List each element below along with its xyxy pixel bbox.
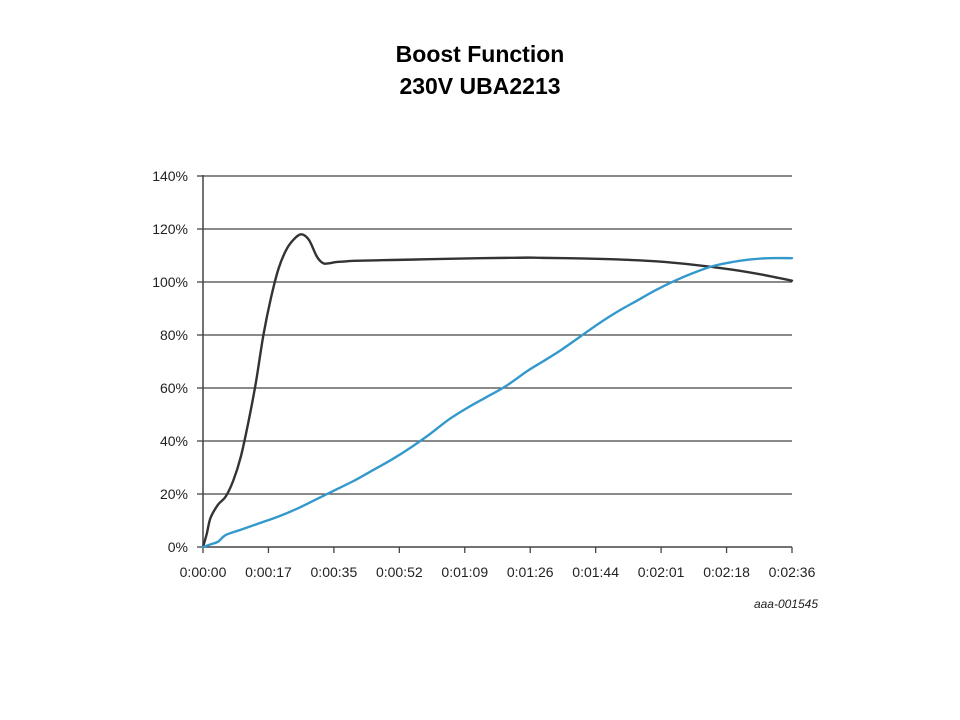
y-tick-label: 0% — [168, 539, 188, 555]
chart-title-line-1: Boost Function — [395, 41, 565, 67]
x-tick-label: 0:00:52 — [376, 564, 423, 580]
figure-code: aaa-001545 — [754, 597, 818, 611]
y-tick-label: 120% — [152, 221, 188, 237]
y-tick-label: 100% — [152, 274, 188, 290]
x-tick-label: 0:02:18 — [703, 564, 750, 580]
grid-lines — [203, 175, 792, 495]
x-tick-label: 0:00:17 — [245, 564, 292, 580]
y-tick-label: 60% — [160, 380, 188, 396]
y-axis: 0% 20% 40% 60% 80% 100% 120% 140% — [152, 168, 204, 555]
x-tick-label: 0:01:09 — [441, 564, 488, 580]
chart-title-line-2: 230V UBA2213 — [399, 73, 561, 99]
x-tick-label: 0:02:36 — [769, 564, 816, 580]
x-tick-label: 0:00:00 — [180, 564, 227, 580]
x-tick-label: 0:01:44 — [572, 564, 619, 580]
series-lines — [201, 233, 794, 549]
x-tick-label: 0:01:26 — [507, 564, 554, 580]
series-line-2 — [201, 256, 794, 549]
y-tick-label: 80% — [160, 327, 188, 343]
chart-title: Boost Function 230V UBA2213 — [0, 38, 960, 102]
x-axis: 0:00:00 0:00:17 0:00:35 0:00:52 0:01:09 0:01:… — [180, 546, 816, 580]
x-tick-label: 0:02:01 — [638, 564, 685, 580]
y-tick-label: 20% — [160, 486, 188, 502]
y-tick-label: 40% — [160, 433, 188, 449]
y-tick-label: 140% — [152, 168, 188, 184]
x-tick-label: 0:00:35 — [311, 564, 358, 580]
series-line-1 — [201, 233, 794, 549]
